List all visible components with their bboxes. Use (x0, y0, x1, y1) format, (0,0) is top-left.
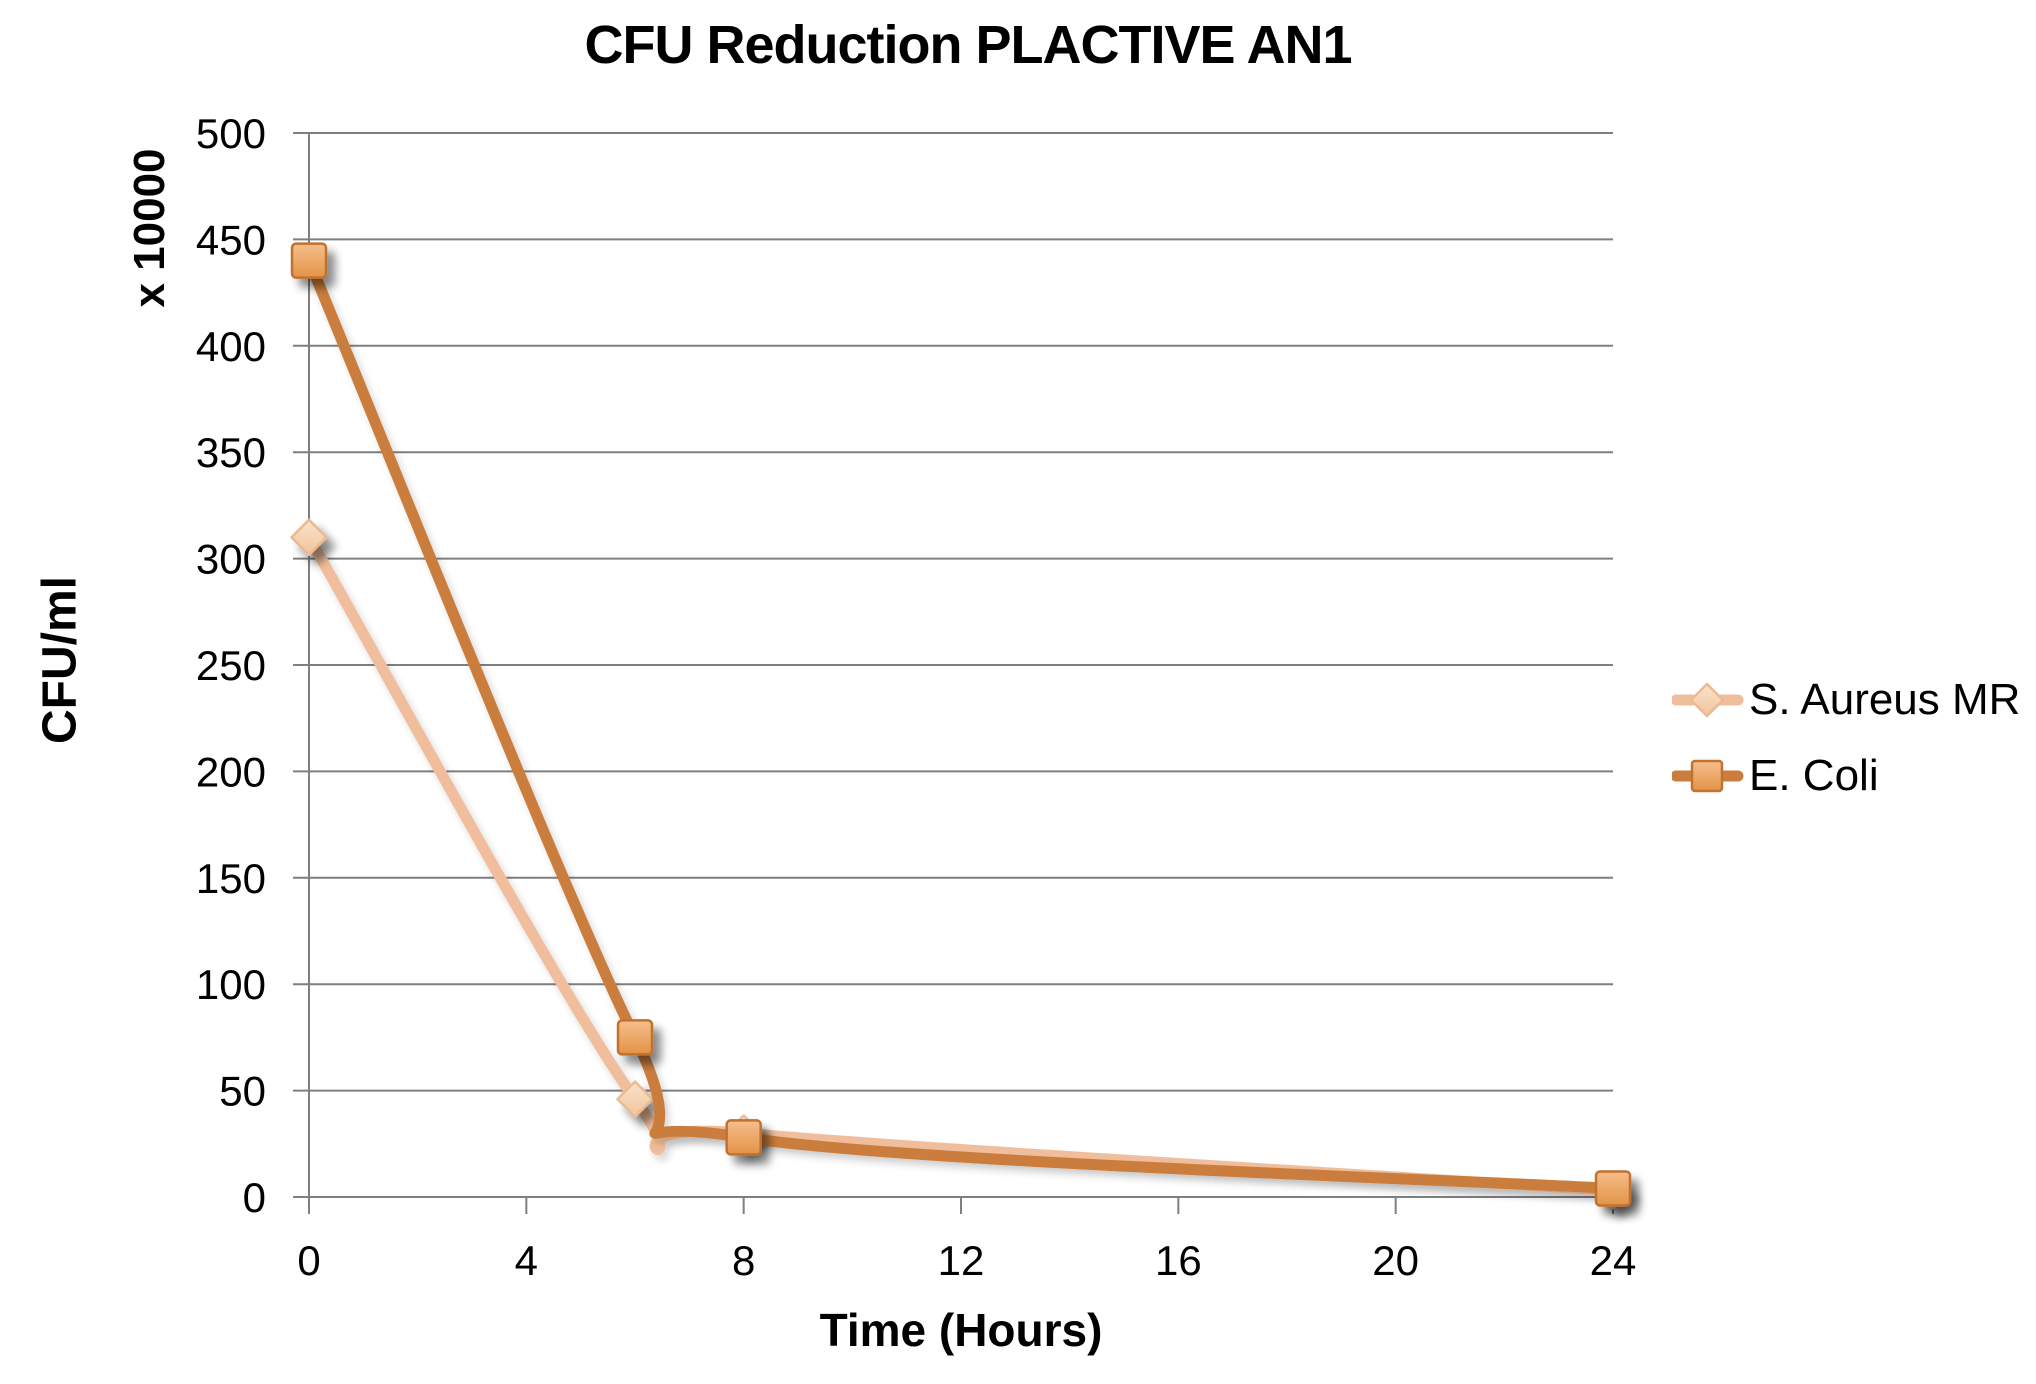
chart-title: CFU Reduction PLACTIVE AN1 (584, 15, 1352, 75)
s-aureus-mr-marker (290, 518, 328, 557)
legend-key-marker (1690, 759, 1724, 793)
s-aureus-mr-marker (616, 1080, 654, 1118)
y-tick-label: 100 (196, 961, 266, 1008)
x-tick-label: 20 (1372, 1237, 1419, 1284)
y-tick-label: 0 (243, 1174, 266, 1221)
y-tick-label: 350 (196, 429, 266, 476)
x-tick-label: 4 (515, 1237, 538, 1284)
series-markers-e-coli (290, 242, 1632, 1207)
x-tick-label: 8 (732, 1237, 755, 1284)
y-tick-label: 450 (196, 216, 266, 263)
legend: S. Aureus MR E. Coli (1672, 672, 2020, 804)
e-coli-marker (1594, 1170, 1632, 1207)
legend-label-s-aureus-mr: S. Aureus MR (1749, 675, 2021, 724)
y-tick-label: 300 (196, 536, 266, 583)
x-axis-title: Time (Hours) (819, 1304, 1103, 1356)
legend-item-e-coli: E. Coli (1672, 748, 2020, 804)
x-tick-label: 24 (1590, 1237, 1637, 1284)
y-axis-title: CFU/ml (33, 576, 87, 744)
e-coli-marker (725, 1119, 762, 1156)
y-axis-multiplier-label: x 10000 (125, 148, 174, 308)
legend-label-e-coli: E. Coli (1749, 751, 1879, 800)
y-tick-label: 500 (196, 110, 266, 157)
series-line-s-aureus-mr (303, 531, 1619, 1197)
y-tick-label: 50 (219, 1068, 266, 1115)
series-line-e-coli (303, 255, 1619, 1194)
x-tick-label: 16 (1155, 1237, 1202, 1284)
legend-item-s-aureus-mr: S. Aureus MR (1672, 672, 2020, 728)
x-tick-label: 0 (297, 1237, 320, 1284)
y-tick-label: 250 (196, 642, 266, 689)
y-tick-label: 150 (196, 855, 266, 902)
e-coli-marker (616, 1019, 654, 1056)
e-coli-legend-marker-icon (1672, 759, 1744, 793)
s-aureus-mr-legend-marker-icon (1672, 682, 1744, 718)
legend-key-marker (1689, 682, 1725, 718)
e-coli-marker (290, 242, 328, 279)
x-tick-label: 12 (938, 1237, 985, 1284)
y-tick-label: 400 (196, 323, 266, 370)
y-tick-label: 200 (196, 748, 266, 795)
